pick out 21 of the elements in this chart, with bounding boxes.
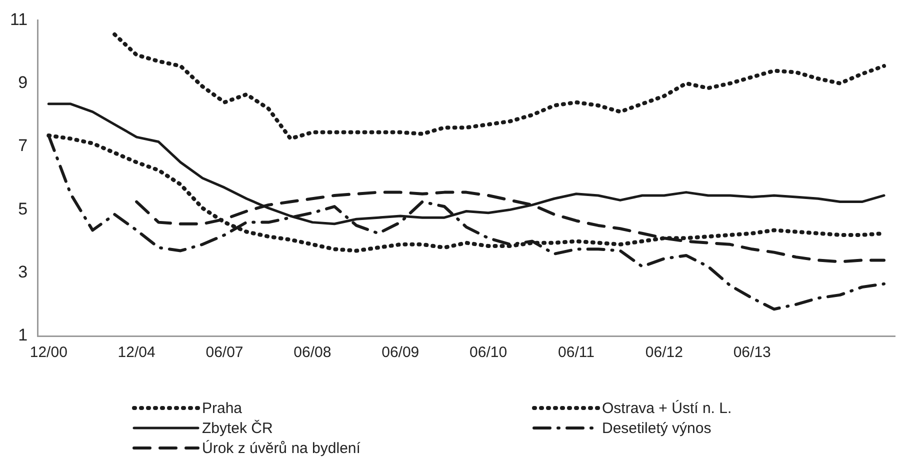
legend-label: Zbytek ČR [202,420,273,436]
x-tick-label: 12/04 [118,344,156,362]
legend-label: Ostrava + Ústí n. L. [602,400,732,416]
y-tick-label: 1 [18,326,28,345]
x-tick-label: 06/10 [470,344,508,362]
y-tick-label: 7 [18,136,28,156]
legend-label: Úrok z úvěrů na bydlení [202,440,360,456]
x-tick-label: 06/09 [382,344,420,362]
x-tick-label: 06/11 [558,344,594,362]
x-tick-label: 06/12 [645,344,683,362]
legend-label: Praha [202,400,242,416]
x-tick-label: 06/08 [294,344,332,362]
line-series [112,32,886,141]
y-tick-label: 3 [18,262,28,282]
x-tick-label: 12/00 [30,344,68,362]
y-tick-label: 9 [18,73,28,92]
y-tick-label: 5 [18,199,28,218]
x-tick-label: 06/13 [733,344,771,362]
legend-label: Desetiletý výnos [602,420,712,436]
y-tick-label: 11 [10,10,28,29]
x-tick-label: 06/07 [206,344,244,362]
